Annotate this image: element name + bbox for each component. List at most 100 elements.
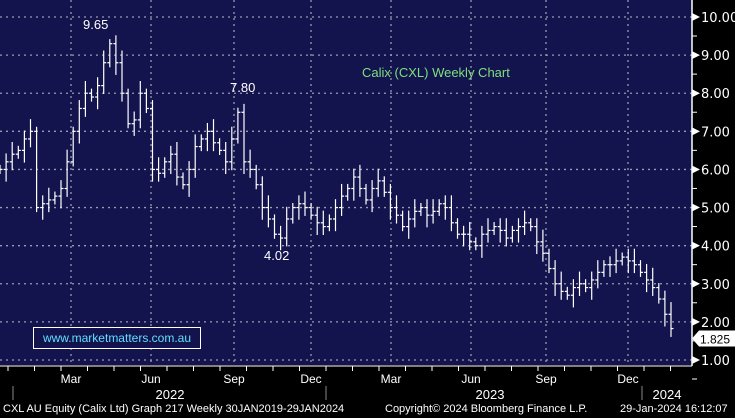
ohlc-bar bbox=[607, 256, 613, 277]
ytick-label: 5.00 bbox=[701, 202, 730, 217]
ohlc-bar bbox=[387, 183, 393, 220]
xtick-label: Mar bbox=[61, 372, 82, 386]
ohlc-bar bbox=[406, 210, 412, 239]
ohlc-bar bbox=[265, 195, 271, 228]
ohlc-bar bbox=[528, 218, 534, 232]
xtick-label: Sep bbox=[535, 372, 557, 386]
ohlc-bar bbox=[82, 81, 88, 117]
ohlc-bar bbox=[192, 134, 198, 178]
ytick-label: 9.00 bbox=[701, 49, 730, 64]
ytick-label: 4.00 bbox=[701, 240, 730, 255]
ytick-marker bbox=[692, 203, 700, 212]
xtick-label: Sep bbox=[223, 372, 245, 386]
annotation-label: 7.80 bbox=[230, 80, 255, 95]
ytick-label: 6.00 bbox=[701, 163, 730, 178]
ohlc-bar bbox=[662, 290, 668, 327]
ohlc-bar bbox=[46, 187, 52, 213]
ohlc-bar bbox=[436, 199, 442, 216]
ohlc-bar bbox=[229, 126, 235, 171]
ohlc-bar bbox=[302, 191, 308, 216]
ohlc-bar bbox=[613, 248, 619, 274]
annotation-label: 9.65 bbox=[83, 17, 108, 32]
ohlc-bar bbox=[3, 153, 9, 182]
ohlc-bar bbox=[583, 279, 589, 293]
ohlc-bar bbox=[455, 218, 460, 239]
ohlc-bar bbox=[76, 100, 82, 144]
ohlc-bar bbox=[564, 286, 570, 300]
xtick-label: Jun bbox=[461, 372, 480, 386]
ohlc-bar bbox=[552, 260, 558, 296]
ohlc-bar bbox=[211, 119, 216, 152]
ohlc-bar bbox=[503, 218, 509, 247]
ohlc-bar bbox=[125, 88, 131, 129]
ohlc-bar bbox=[601, 260, 607, 277]
ohlc-bar bbox=[418, 202, 424, 216]
ohlc-bar bbox=[156, 157, 162, 182]
ohlc-bar bbox=[516, 218, 521, 243]
ohlc-bar bbox=[339, 183, 345, 216]
ohlc-bar bbox=[473, 237, 479, 251]
ohlc-bar bbox=[577, 271, 582, 296]
ohlc-bar bbox=[320, 210, 326, 235]
ohlc-bar bbox=[253, 164, 259, 190]
ohlc-bar bbox=[375, 168, 381, 197]
ytick-marker bbox=[692, 241, 700, 250]
ohlc-bar bbox=[467, 222, 473, 251]
ohlc-bar bbox=[357, 164, 363, 197]
ohlc-bar bbox=[15, 145, 21, 159]
footer-timestamp: 29-Jan-2024 16:12:07 bbox=[620, 403, 728, 415]
ohlc-bar bbox=[308, 202, 314, 220]
year-label: 2024 bbox=[653, 387, 682, 402]
ohlc-bar bbox=[40, 195, 46, 220]
ohlc-bar bbox=[479, 225, 485, 258]
ohlc-bar bbox=[491, 222, 497, 235]
footer-copyright: Copyright© 2024 Bloomberg Finance L.P. bbox=[385, 403, 588, 415]
ohlc-bar bbox=[247, 149, 253, 178]
xtick-label: Dec bbox=[617, 372, 638, 386]
ohlc-bar bbox=[522, 210, 528, 235]
ohlc-bar bbox=[570, 279, 576, 308]
ohlc-bar bbox=[394, 195, 399, 224]
footer-security: CXL AU Equity (Calix Ltd) Graph 217 Week… bbox=[3, 403, 345, 415]
xtick-label: Dec bbox=[300, 372, 321, 386]
ohlc-bar bbox=[540, 229, 546, 262]
ohlc-bar bbox=[21, 130, 27, 163]
ohlc-bar bbox=[204, 122, 210, 152]
ohlc-bar bbox=[509, 225, 515, 243]
year-label: 2023 bbox=[476, 387, 505, 402]
last-price-tag bbox=[692, 330, 735, 347]
ohlc-bar bbox=[162, 157, 168, 178]
ohlc-bar bbox=[625, 248, 631, 274]
ohlc-bar bbox=[143, 88, 149, 114]
ohlc-bar bbox=[223, 142, 229, 175]
ohlc-bar bbox=[650, 267, 656, 296]
ytick-label: 2.00 bbox=[701, 316, 730, 331]
ohlc-bar bbox=[430, 199, 436, 224]
ytick-marker bbox=[692, 51, 700, 60]
ytick-marker bbox=[692, 127, 700, 136]
ohlc-bar bbox=[52, 191, 58, 205]
ohlc-bar bbox=[290, 202, 296, 224]
ohlc-bar bbox=[668, 302, 674, 337]
ohlc-bar bbox=[442, 195, 448, 220]
ohlc-bar bbox=[589, 271, 595, 300]
ohlc-bar bbox=[131, 111, 137, 136]
ohlc-bar bbox=[95, 77, 101, 110]
ohlc-bar bbox=[644, 263, 650, 293]
ohlc-bar bbox=[595, 260, 601, 289]
ohlc-bar bbox=[278, 225, 284, 251]
ohlc-bar bbox=[259, 176, 265, 220]
ytick-marker bbox=[692, 165, 700, 174]
ohlc-bar bbox=[9, 142, 15, 171]
ohlc-bar bbox=[400, 210, 406, 232]
ohlc-bar bbox=[363, 183, 369, 205]
ohlc-bar bbox=[113, 35, 119, 75]
ytick-label: 7.00 bbox=[701, 125, 730, 140]
ohlc-bar bbox=[180, 172, 186, 190]
ohlc-bar bbox=[534, 218, 540, 255]
ohlc-bar bbox=[186, 161, 192, 197]
ohlc-bar bbox=[638, 260, 643, 277]
xtick-label: Jun bbox=[141, 372, 160, 386]
ytick-label: 8.00 bbox=[701, 87, 730, 102]
ohlc-bar bbox=[546, 248, 552, 274]
